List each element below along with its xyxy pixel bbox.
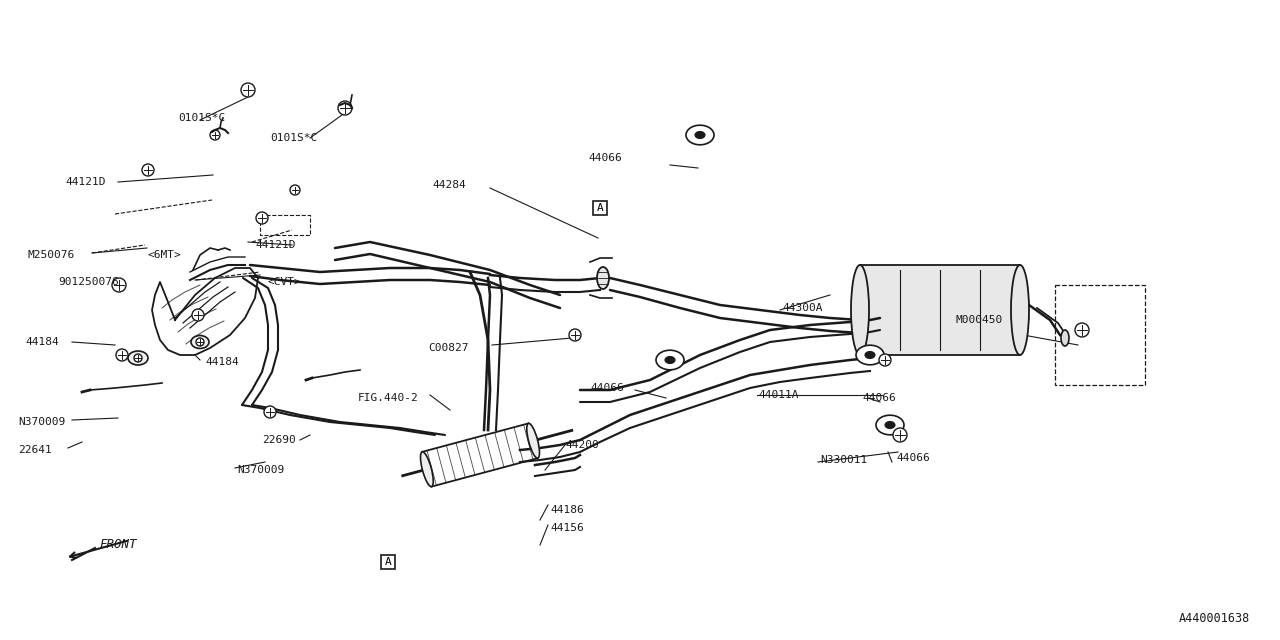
Circle shape [196, 338, 204, 346]
Circle shape [116, 349, 128, 361]
Circle shape [256, 212, 268, 224]
Text: <CVT>: <CVT> [268, 277, 302, 287]
Ellipse shape [686, 125, 714, 145]
Circle shape [291, 185, 300, 195]
Text: 44121D: 44121D [255, 240, 296, 250]
Ellipse shape [876, 415, 904, 435]
Text: 44121D: 44121D [65, 177, 105, 187]
Circle shape [134, 354, 142, 362]
Ellipse shape [191, 335, 209, 349]
Ellipse shape [421, 452, 433, 486]
Ellipse shape [527, 423, 539, 458]
Text: N330011: N330011 [820, 455, 868, 465]
Text: A: A [596, 203, 603, 213]
Circle shape [570, 329, 581, 341]
Text: N370009: N370009 [237, 465, 284, 475]
Text: <6MT>: <6MT> [148, 250, 182, 260]
Text: 44066: 44066 [588, 153, 622, 163]
Text: 44284: 44284 [433, 180, 466, 190]
Ellipse shape [596, 267, 609, 289]
Circle shape [192, 309, 204, 321]
Text: 44066: 44066 [590, 383, 623, 393]
Circle shape [1075, 323, 1089, 337]
Text: C00827: C00827 [428, 343, 468, 353]
Circle shape [113, 278, 125, 292]
Ellipse shape [695, 131, 705, 138]
Text: A: A [384, 557, 392, 567]
Circle shape [338, 101, 352, 115]
Text: 44186: 44186 [550, 505, 584, 515]
Ellipse shape [666, 356, 675, 364]
Ellipse shape [884, 422, 895, 429]
Circle shape [879, 354, 891, 366]
Ellipse shape [1061, 330, 1069, 346]
Ellipse shape [1011, 265, 1029, 355]
Text: 22641: 22641 [18, 445, 51, 455]
Text: 44066: 44066 [896, 453, 929, 463]
Bar [381, 555, 396, 569]
Text: M250076: M250076 [28, 250, 76, 260]
Text: M000450: M000450 [955, 315, 1002, 325]
Circle shape [142, 164, 154, 176]
Ellipse shape [657, 350, 684, 370]
Text: FIG.440-2: FIG.440-2 [358, 393, 419, 403]
Text: 44156: 44156 [550, 523, 584, 533]
Text: 901250076: 901250076 [58, 277, 119, 287]
Circle shape [210, 130, 220, 140]
Circle shape [264, 406, 276, 418]
Ellipse shape [128, 351, 148, 365]
Circle shape [241, 83, 255, 97]
Text: 44184: 44184 [205, 357, 239, 367]
Ellipse shape [865, 351, 876, 358]
Ellipse shape [856, 345, 884, 365]
Text: 44011A: 44011A [758, 390, 799, 400]
Text: A440001638: A440001638 [1179, 612, 1251, 625]
Text: 22690: 22690 [262, 435, 296, 445]
Text: FRONT: FRONT [100, 538, 137, 552]
Circle shape [893, 428, 908, 442]
Bar [1055, 285, 1146, 385]
Ellipse shape [851, 265, 869, 355]
Text: 44184: 44184 [26, 337, 59, 347]
Text: 0101S*C: 0101S*C [270, 133, 317, 143]
Text: 44200: 44200 [564, 440, 599, 450]
Text: 44300A: 44300A [782, 303, 823, 313]
Text: 44066: 44066 [861, 393, 896, 403]
Text: 0101S*C: 0101S*C [178, 113, 225, 123]
Bar [860, 265, 1020, 355]
Text: N370009: N370009 [18, 417, 65, 427]
Bar [593, 201, 607, 215]
